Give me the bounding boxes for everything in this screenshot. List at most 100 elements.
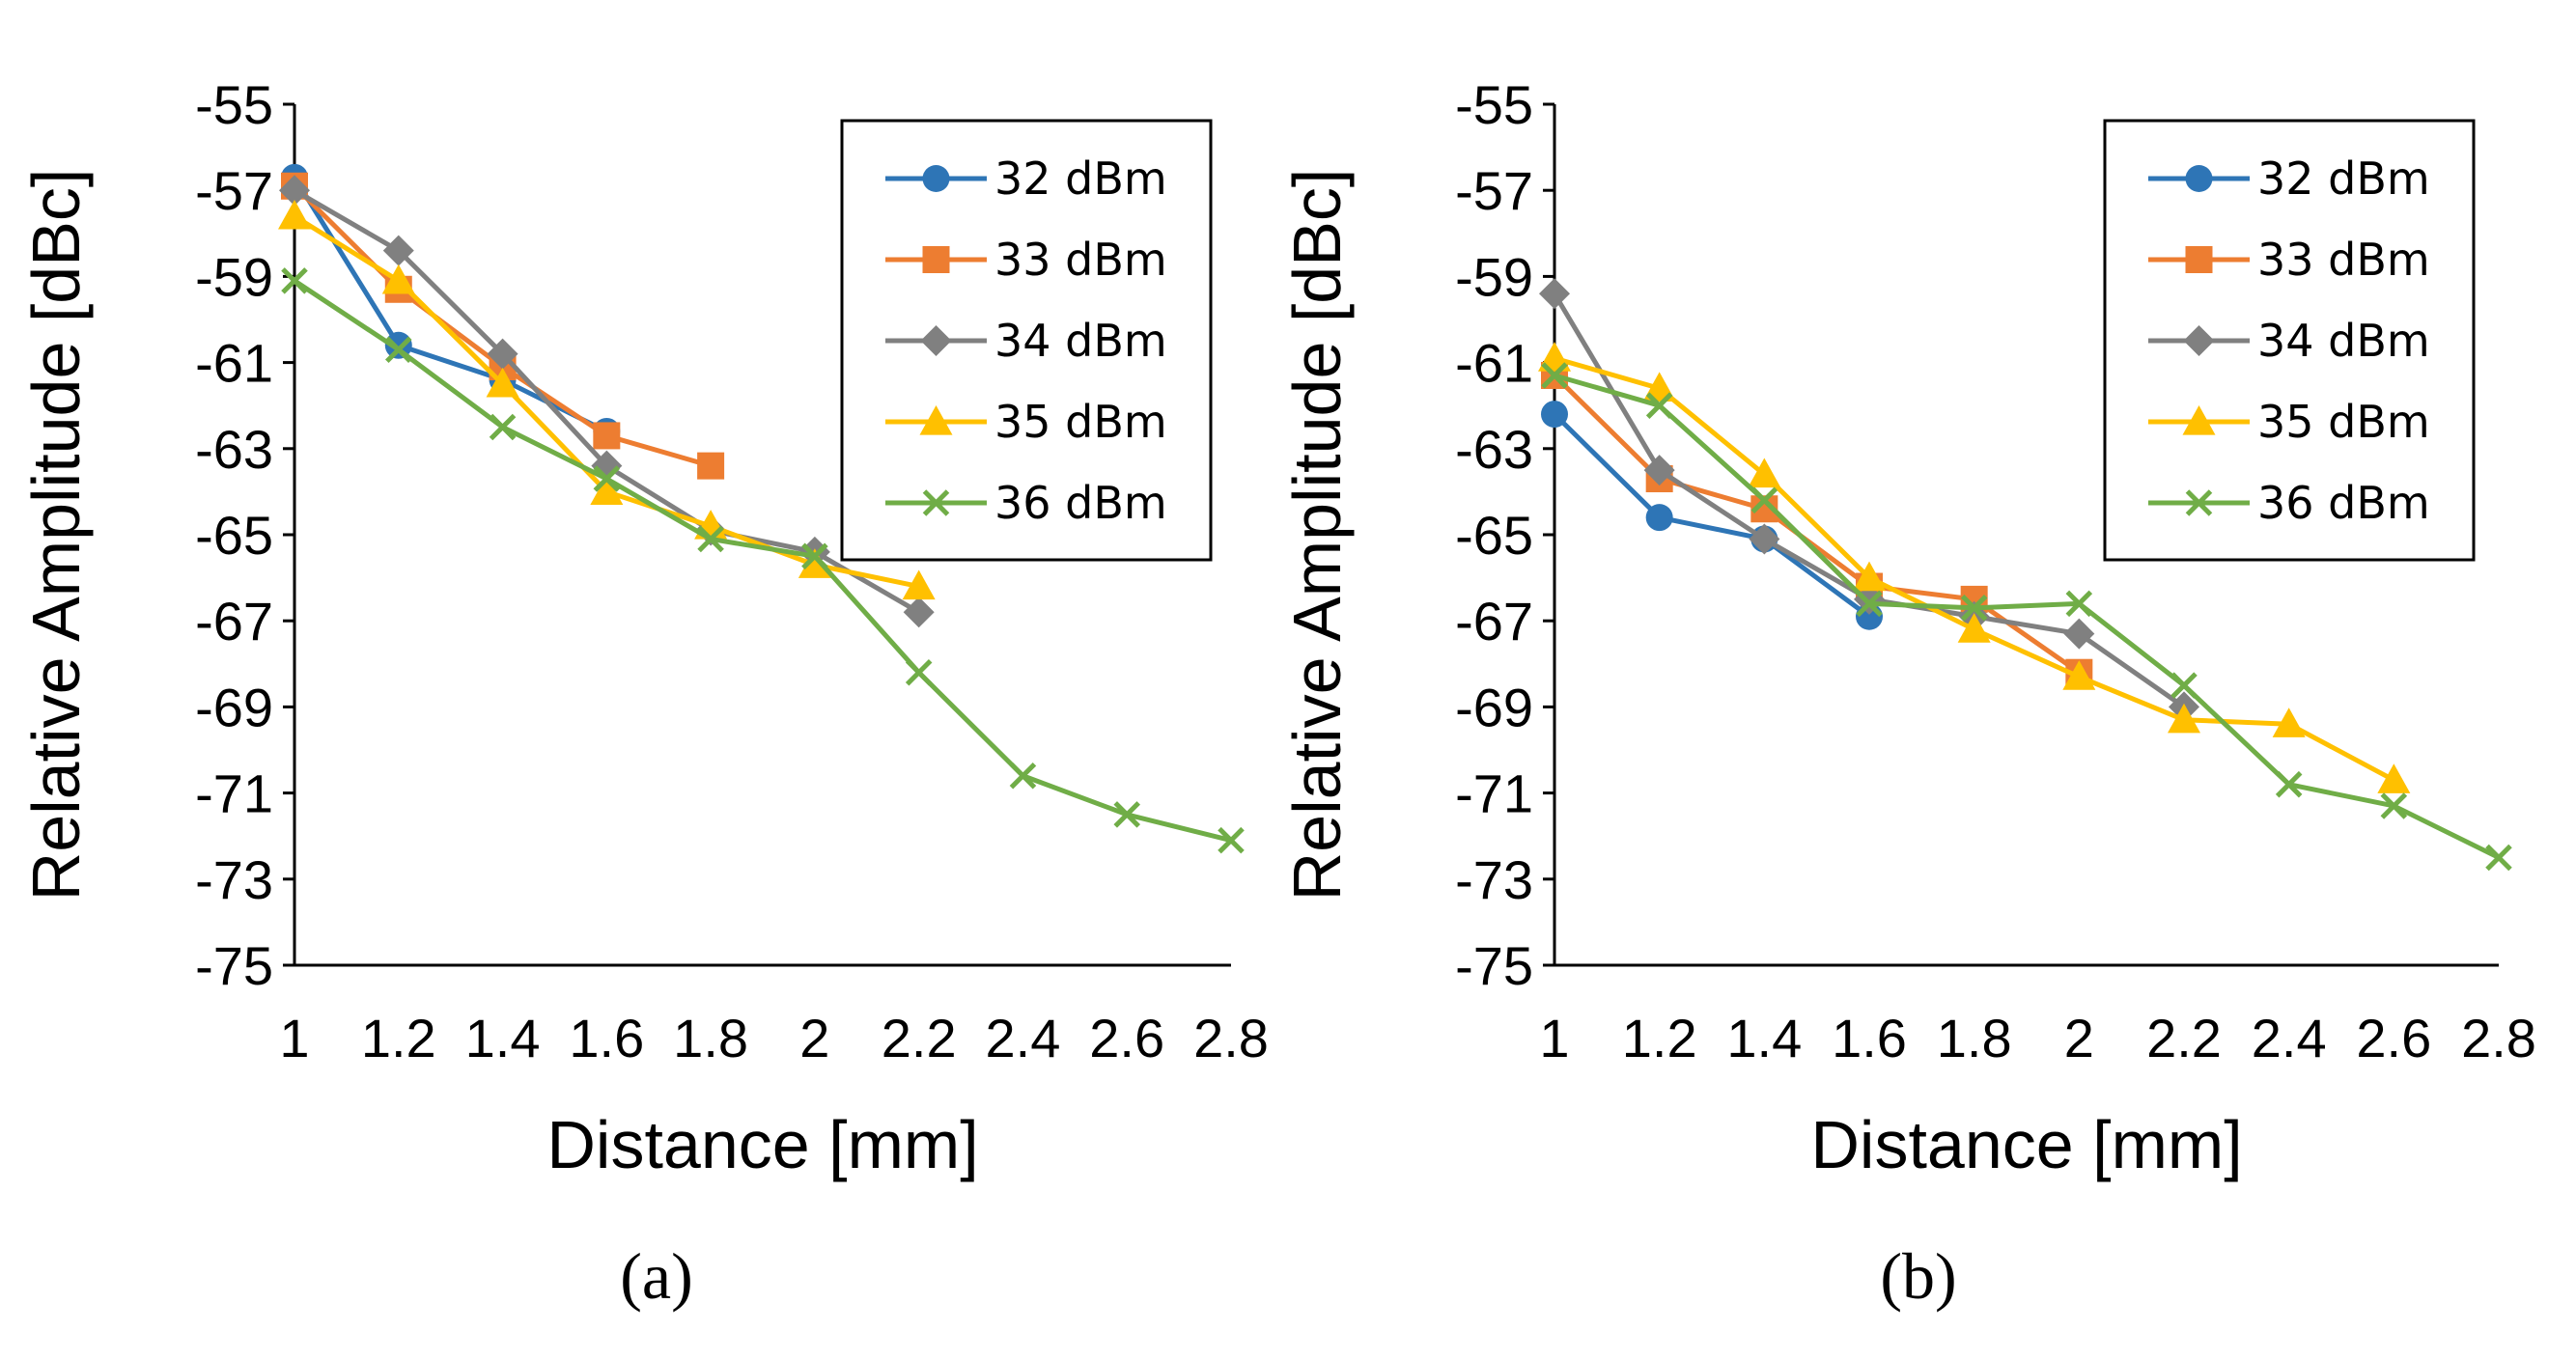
- x-tick-label-b: 1.6: [1832, 1008, 1907, 1068]
- y-tick-label-a: -73: [195, 849, 273, 910]
- data-point-b-4: [2275, 770, 2303, 798]
- data-point-a-4: [1009, 762, 1037, 790]
- y-tick-label-a: -55: [195, 74, 273, 135]
- legend-marker-a-3: [919, 405, 953, 435]
- data-point-b-4: [2065, 590, 2093, 618]
- legend-marker-b-2: [2183, 325, 2215, 356]
- y-tick-label-b: -63: [1455, 419, 1533, 480]
- x-tick-label-a: 1.2: [361, 1008, 436, 1068]
- data-point-a-4: [489, 413, 517, 441]
- y-tick-label-b: -69: [1455, 677, 1533, 737]
- panel-label-b: (b): [1880, 1239, 1956, 1313]
- data-point-b-0: [1645, 504, 1673, 532]
- legend-label-a-4: 36 dBm: [994, 477, 1167, 529]
- legend-marker-a-0: [922, 165, 950, 192]
- x-tick-label-a: 2.2: [882, 1008, 957, 1068]
- data-point-b-3: [2377, 763, 2411, 793]
- x-tick-label-b: 1.2: [1622, 1008, 1697, 1068]
- data-point-a-1: [697, 452, 725, 480]
- x-tick-label-b: 2.6: [2356, 1008, 2431, 1068]
- legend-a: 32 dBm 33 dBm 34 dBm 35 dBm 36 dBm: [840, 119, 1213, 562]
- legend-label-b-3: 35 dBm: [2257, 396, 2430, 448]
- data-point-b-3: [2062, 660, 2096, 690]
- x-tick-label-a: 1.6: [569, 1008, 644, 1068]
- data-point-a-3: [590, 475, 624, 505]
- series-line-b-1: [1553, 374, 2081, 675]
- y-tick-label-a: -59: [195, 246, 273, 307]
- data-point-b-3: [1853, 561, 1886, 592]
- x-tick-label-a: 2.8: [1193, 1008, 1269, 1068]
- x-tick-label-b: 2.8: [2461, 1008, 2536, 1068]
- x-tick-label-a: 2.6: [1089, 1008, 1164, 1068]
- series-line-b-2: [1552, 291, 2186, 709]
- data-point-b-3: [2168, 703, 2200, 734]
- y-tick-label-a: -71: [195, 763, 273, 824]
- data-point-a-4: [1113, 801, 1140, 828]
- data-point-a-4: [697, 525, 724, 553]
- y-tick-label-b: -59: [1455, 246, 1533, 307]
- x-tick-label-b: 2: [2064, 1008, 2094, 1068]
- series-line-b-0: [1553, 412, 1871, 619]
- y-tick-label-a: -69: [195, 677, 273, 737]
- data-point-b-4: [1960, 595, 1988, 622]
- y-tick-label-b: -57: [1455, 160, 1533, 221]
- data-point-b-4: [2485, 844, 2512, 872]
- legend-marker-b-4: [2185, 489, 2213, 516]
- y-tick-label-a: -75: [195, 935, 273, 996]
- data-point-a-3: [902, 569, 936, 600]
- legend-marker-b-1: [2185, 246, 2213, 273]
- x-tick-label-a: 2: [799, 1008, 829, 1068]
- y-tick-label-b: -67: [1455, 591, 1533, 652]
- y-tick-label-b: -71: [1455, 763, 1533, 824]
- legend-label-a-2: 34 dBm: [994, 315, 1167, 367]
- legend-label-b-0: 32 dBm: [2257, 153, 2430, 205]
- y-tick-label-a: -57: [195, 160, 273, 221]
- data-point-a-2: [487, 338, 518, 370]
- data-point-b-2: [1643, 455, 1675, 486]
- y-tick-label-a: -61: [195, 333, 273, 394]
- y-axis-title-b: Relative Amplitude [dBc]: [1279, 169, 1355, 901]
- data-point-b-3: [1957, 613, 1991, 643]
- legend-label-b-4: 36 dBm: [2257, 477, 2430, 529]
- x-tick-label-a: 1.8: [673, 1008, 748, 1068]
- data-point-a-2: [382, 235, 414, 266]
- x-tick-label-b: 1: [1539, 1008, 1569, 1068]
- y-tick-label-a: -63: [195, 419, 273, 480]
- series-line-a-0: [292, 176, 608, 434]
- data-point-a-3: [486, 367, 519, 398]
- data-point-b-2: [1854, 583, 1885, 615]
- y-tick-label-a: -67: [195, 591, 273, 652]
- x-tick-label-b: 1.4: [1726, 1008, 1802, 1068]
- data-point-a-3: [278, 199, 311, 230]
- series-line-a-4: [293, 278, 1232, 844]
- legend-box-b: [2103, 119, 2476, 562]
- legend-label-a-1: 33 dBm: [994, 234, 1167, 286]
- data-point-b-4: [1645, 392, 1673, 419]
- x-tick-label-b: 1.8: [1937, 1008, 2012, 1068]
- chart-panel-a: -55 -57 -59 -61 -63 -65 -67 -69 -71 -73 -751 1.2 1.4…: [18, 74, 1269, 1313]
- y-axis-title-a: Relative Amplitude [dBc]: [18, 169, 94, 901]
- data-point-b-3: [2272, 707, 2306, 737]
- legend-marker-b-3: [2182, 405, 2216, 435]
- x-axis-title-b: Distance [mm]: [1810, 1107, 2242, 1182]
- data-point-b-2: [1539, 278, 1570, 310]
- data-point-b-3: [1748, 458, 1781, 488]
- y-tick-label-b: -61: [1455, 333, 1533, 394]
- legend-label-a-0: 32 dBm: [994, 153, 1167, 205]
- data-point-b-4: [1750, 486, 1778, 514]
- legend-marker-b-0: [2185, 165, 2213, 192]
- x-tick-label-b: 2.2: [2146, 1008, 2222, 1068]
- data-point-b-4: [1541, 362, 1568, 389]
- data-point-a-4: [801, 542, 828, 570]
- data-point-a-4: [593, 465, 621, 492]
- x-tick-label-a: 2.4: [986, 1008, 1061, 1068]
- data-point-a-4: [281, 267, 308, 294]
- panel-label-a: (a): [620, 1239, 692, 1313]
- data-point-a-4: [1218, 826, 1245, 854]
- legend-marker-a-4: [922, 489, 950, 516]
- legend-label-a-3: 35 dBm: [994, 396, 1167, 448]
- x-tick-label-b: 2.4: [2252, 1008, 2327, 1068]
- y-tick-label-b: -73: [1455, 849, 1533, 910]
- data-point-a-2: [279, 175, 310, 207]
